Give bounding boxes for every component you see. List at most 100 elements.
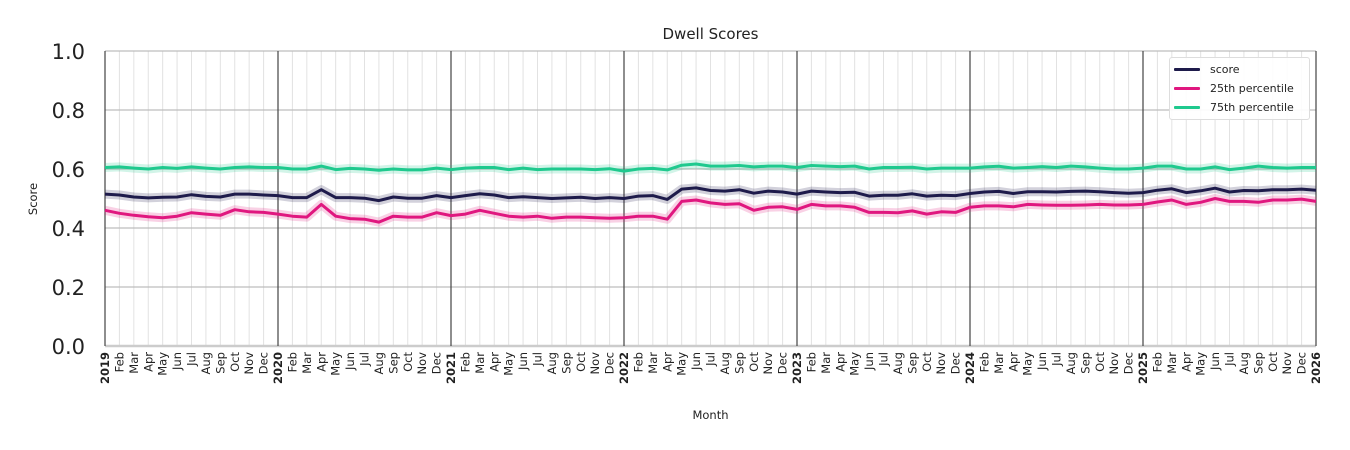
x-tick-label: Jul bbox=[185, 352, 199, 367]
x-tick-label: Aug bbox=[1064, 352, 1078, 374]
legend: score 25th percentile 75th percentile bbox=[1169, 57, 1310, 120]
x-tick-label: Dec bbox=[1295, 352, 1309, 374]
x-tick-label: Oct bbox=[228, 352, 242, 372]
x-tick-label: Sep bbox=[732, 352, 746, 374]
x-tick-label: Jul bbox=[877, 352, 891, 367]
x-tick-label: Jun bbox=[170, 352, 184, 371]
x-axis-label: Month bbox=[692, 408, 728, 422]
x-tick-label: Mar bbox=[1165, 352, 1179, 374]
x-tick-label: Nov bbox=[761, 352, 775, 375]
legend-item-75th: 75th percentile bbox=[1170, 98, 1309, 117]
x-tick-label: Jun bbox=[343, 352, 357, 371]
x-tick-label: Oct bbox=[920, 352, 934, 372]
x-tick-label: Feb bbox=[112, 352, 126, 372]
x-tick-label: Dec bbox=[257, 352, 271, 374]
x-tick-label: Aug bbox=[1237, 352, 1251, 374]
x-tick-label: May bbox=[1194, 352, 1208, 376]
x-tick-label: 2026 bbox=[1309, 352, 1323, 384]
y-axis-label: Score bbox=[26, 183, 40, 215]
x-tick-label: Jun bbox=[1035, 352, 1049, 371]
x-tick-label: 2020 bbox=[271, 352, 285, 384]
x-tick-label: Jun bbox=[689, 352, 703, 371]
x-tick-label: Oct bbox=[1093, 352, 1107, 372]
y-tick-label: 0.6 bbox=[52, 158, 85, 182]
legend-item-score: score bbox=[1170, 60, 1309, 79]
x-tick-label: Dec bbox=[949, 352, 963, 374]
x-tick-label: Aug bbox=[718, 352, 732, 374]
x-tick-label: Mar bbox=[127, 352, 141, 374]
x-tick-label: Dec bbox=[430, 352, 444, 374]
x-tick-label: Mar bbox=[646, 352, 660, 374]
x-tick-label: Dec bbox=[603, 352, 617, 374]
x-tick-label: Dec bbox=[776, 352, 790, 374]
legend-swatch bbox=[1174, 106, 1200, 109]
x-tick-label: Aug bbox=[545, 352, 559, 374]
x-tick-label: Jun bbox=[862, 352, 876, 371]
x-tick-label: May bbox=[502, 352, 516, 376]
legend-label: 75th percentile bbox=[1210, 101, 1294, 114]
legend-swatch bbox=[1174, 68, 1200, 71]
x-tick-label: Nov bbox=[415, 352, 429, 375]
x-tick-label: Jul bbox=[1223, 352, 1237, 367]
x-tick-label: Sep bbox=[905, 352, 919, 374]
x-tick-label: Apr bbox=[660, 352, 674, 372]
x-tick-label: 2024 bbox=[963, 352, 977, 384]
x-tick-label: Nov bbox=[1280, 352, 1294, 375]
x-tick-label: Sep bbox=[1078, 352, 1092, 374]
x-tick-label: May bbox=[329, 352, 343, 376]
x-tick-label: May bbox=[675, 352, 689, 376]
y-tick-label: 0.8 bbox=[52, 99, 85, 123]
x-tick-label: Oct bbox=[401, 352, 415, 372]
x-tick-label: 2019 bbox=[98, 352, 112, 384]
y-tick-label: 0.4 bbox=[52, 217, 85, 241]
chart-title: Dwell Scores bbox=[663, 25, 759, 43]
x-tick-label: Feb bbox=[631, 352, 645, 372]
x-tick-label: Sep bbox=[213, 352, 227, 374]
x-tick-label: Apr bbox=[141, 352, 155, 372]
x-tick-label: Jun bbox=[1208, 352, 1222, 371]
x-tick-label: Feb bbox=[285, 352, 299, 372]
x-tick-label: 2023 bbox=[790, 352, 804, 384]
x-tick-label: Nov bbox=[242, 352, 256, 375]
x-tick-label: Mar bbox=[819, 352, 833, 374]
x-tick-label: Mar bbox=[300, 352, 314, 374]
x-tick-label: Jun bbox=[516, 352, 530, 371]
x-tick-label: 2021 bbox=[444, 352, 458, 384]
x-tick-label: Apr bbox=[314, 352, 328, 372]
x-tick-label: May bbox=[1021, 352, 1035, 376]
y-tick-label: 1.0 bbox=[52, 40, 85, 64]
x-tick-label: Apr bbox=[487, 352, 501, 372]
x-tick-label: May bbox=[848, 352, 862, 376]
x-tick-label: Nov bbox=[588, 352, 602, 375]
x-tick-label: Mar bbox=[992, 352, 1006, 374]
x-tick-label: Nov bbox=[934, 352, 948, 375]
x-tick-label: Apr bbox=[1006, 352, 1020, 372]
x-tick-label: Aug bbox=[372, 352, 386, 374]
x-tick-label: Jul bbox=[1050, 352, 1064, 367]
x-tick-label: Oct bbox=[1266, 352, 1280, 372]
x-tick-label: Oct bbox=[574, 352, 588, 372]
x-tick-label: Nov bbox=[1107, 352, 1121, 375]
x-tick-label: Feb bbox=[977, 352, 991, 372]
legend-label: 25th percentile bbox=[1210, 82, 1294, 95]
legend-item-25th: 25th percentile bbox=[1170, 79, 1309, 98]
x-tick-label: May bbox=[156, 352, 170, 376]
x-tick-label: Feb bbox=[1150, 352, 1164, 372]
y-tick-label: 0.2 bbox=[52, 276, 85, 300]
x-tick-label: Sep bbox=[386, 352, 400, 374]
x-tick-label: Jul bbox=[531, 352, 545, 367]
legend-label: score bbox=[1210, 63, 1240, 76]
x-tick-label: Apr bbox=[833, 352, 847, 372]
x-tick-label: Sep bbox=[1251, 352, 1265, 374]
x-tick-label: Jul bbox=[704, 352, 718, 367]
x-tick-label: Aug bbox=[199, 352, 213, 374]
x-tick-label: Dec bbox=[1122, 352, 1136, 374]
x-tick-label: Feb bbox=[458, 352, 472, 372]
x-tick-label: Feb bbox=[804, 352, 818, 372]
x-tick-label: 2022 bbox=[617, 352, 631, 384]
x-tick-label: Apr bbox=[1179, 352, 1193, 372]
x-tick-label: Mar bbox=[473, 352, 487, 374]
x-tick-label: Sep bbox=[559, 352, 573, 374]
